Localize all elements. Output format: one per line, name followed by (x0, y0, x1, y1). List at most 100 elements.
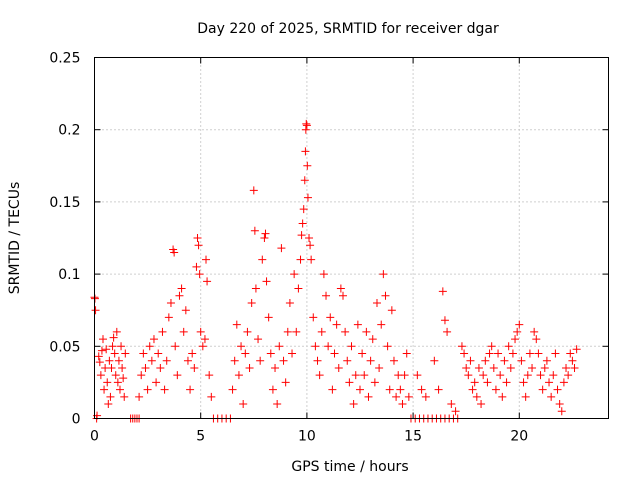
data-point (457, 342, 466, 351)
data-point (179, 327, 188, 336)
data-point (228, 385, 237, 394)
data-point (113, 378, 122, 387)
data-point (562, 363, 571, 372)
data-point (162, 356, 171, 365)
data-point (118, 363, 127, 372)
data-point (377, 320, 386, 329)
data-point (302, 119, 311, 128)
data-point (566, 349, 575, 358)
data-point (487, 342, 496, 351)
data-point (339, 291, 348, 300)
data-point (504, 342, 513, 351)
data-point (296, 255, 305, 264)
data-point (485, 349, 494, 358)
data-point (385, 385, 394, 394)
data-point (568, 356, 577, 365)
data-point (234, 371, 243, 380)
data-points (90, 119, 581, 423)
data-point (262, 277, 271, 286)
data-point (200, 335, 209, 344)
data-point (402, 349, 411, 358)
data-point (472, 392, 481, 401)
data-point (254, 335, 263, 344)
data-point (538, 385, 547, 394)
x-tick-label: 15 (404, 429, 422, 445)
data-point (143, 385, 152, 394)
x-tick-label: 10 (298, 429, 316, 445)
data-point (279, 356, 288, 365)
data-point (536, 371, 545, 380)
data-point (250, 226, 259, 235)
data-point (135, 392, 144, 401)
data-point (264, 313, 273, 322)
data-point (160, 385, 169, 394)
data-point (117, 342, 126, 351)
data-point (434, 385, 443, 394)
data-point (319, 270, 328, 279)
data-point (379, 270, 388, 279)
data-point (343, 356, 352, 365)
data-point (104, 400, 113, 409)
data-point (447, 400, 456, 409)
grid-lines (94, 57, 609, 419)
data-point (96, 371, 105, 380)
axis-ticks: 0 0.05 0.1 0.15 0.2 0.25 0 5 10 15 20 (49, 51, 609, 445)
data-point (141, 363, 150, 372)
data-point (353, 320, 362, 329)
data-point (164, 313, 173, 322)
data-point (120, 392, 129, 401)
data-point (114, 356, 123, 365)
data-point (175, 291, 184, 300)
data-point (239, 400, 248, 409)
data-point (351, 371, 360, 380)
data-point (349, 400, 358, 409)
data-point (502, 378, 511, 387)
data-point (232, 320, 241, 329)
data-point (188, 349, 197, 358)
data-point (106, 392, 115, 401)
y-tick-label: 0.2 (58, 123, 80, 139)
data-point (362, 327, 371, 336)
data-point (258, 255, 267, 264)
data-point (368, 335, 377, 344)
data-point (540, 363, 549, 372)
data-point (570, 363, 579, 372)
data-point (281, 378, 290, 387)
y-tick-label: 0.1 (58, 267, 80, 283)
data-point (500, 356, 509, 365)
data-point (358, 349, 367, 358)
data-point (389, 356, 398, 365)
data-point (273, 400, 282, 409)
data-point (247, 298, 256, 307)
data-point (301, 147, 310, 156)
data-point (464, 371, 473, 380)
data-point (383, 342, 392, 351)
data-point (309, 313, 318, 322)
data-point (508, 349, 517, 358)
data-point (171, 342, 180, 351)
data-point (275, 342, 284, 351)
data-point (311, 342, 320, 351)
data-point (302, 121, 311, 130)
data-point (517, 356, 526, 365)
data-point (387, 306, 396, 315)
data-point (298, 219, 307, 228)
data-point (324, 342, 333, 351)
data-point (198, 342, 207, 351)
data-point (549, 371, 558, 380)
data-point (190, 363, 199, 372)
data-point (203, 277, 212, 286)
data-point (181, 306, 190, 315)
data-point (249, 186, 258, 195)
data-point (364, 392, 373, 401)
data-point (303, 193, 312, 202)
data-point (547, 392, 556, 401)
data-point (528, 363, 537, 372)
data-point (112, 327, 121, 336)
data-point (421, 392, 430, 401)
data-point (341, 327, 350, 336)
y-tick-label: 0 (72, 412, 81, 428)
data-point (170, 248, 179, 257)
data-point (542, 356, 551, 365)
data-point (243, 327, 252, 336)
